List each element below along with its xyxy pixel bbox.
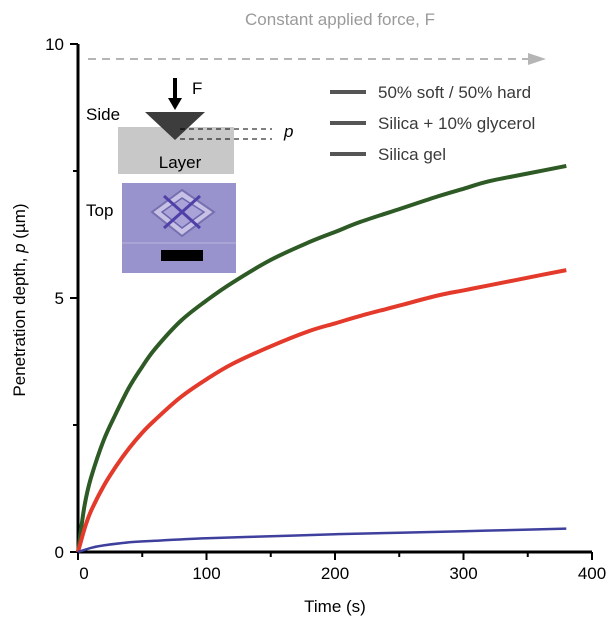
force-annotation: Constant applied force, F xyxy=(245,10,435,29)
inset-force-label: F xyxy=(192,79,202,98)
force-arrow-head xyxy=(528,53,546,65)
inset-schematic: Side Layer F p Top xyxy=(86,78,293,273)
inset-indenter xyxy=(145,112,205,140)
inset-micrograph xyxy=(122,183,236,273)
x-tick-label-300: 300 xyxy=(449,564,477,583)
y-tick-label-10: 10 xyxy=(45,35,64,54)
y-tick-label-5: 5 xyxy=(55,289,64,308)
series-line-2 xyxy=(76,268,567,553)
x-tick-label-400: 400 xyxy=(578,564,606,583)
inset-depth-label: p xyxy=(283,122,293,141)
y-axis-title: Penetration depth, p (µm) xyxy=(10,203,29,396)
legend-label-3: Silica gel xyxy=(378,145,446,164)
x-tick-label-100: 100 xyxy=(192,564,220,583)
series-line-1 xyxy=(76,163,567,553)
inset-top-label: Top xyxy=(86,201,113,220)
series-line-3 xyxy=(77,527,567,554)
series-group xyxy=(76,163,567,554)
scale-bar xyxy=(161,250,203,261)
inset-force-arrow-head xyxy=(168,98,182,110)
axis-ticks: 0 100 200 300 400 0 5 10 xyxy=(45,35,606,583)
x-tick-label-200: 200 xyxy=(321,564,349,583)
y-tick-label-0: 0 xyxy=(55,543,64,562)
legend-label-2: Silica + 10% glycerol xyxy=(378,114,535,133)
legend-label-1: 50% soft / 50% hard xyxy=(378,83,531,102)
x-axis-title: Time (s) xyxy=(304,597,366,616)
inset-layer-label: Layer xyxy=(159,153,202,172)
legend: 50% soft / 50% hard Silica + 10% glycerol… xyxy=(330,83,535,164)
inset-side-label: Side xyxy=(86,105,120,124)
x-tick-label-0: 0 xyxy=(79,564,88,583)
